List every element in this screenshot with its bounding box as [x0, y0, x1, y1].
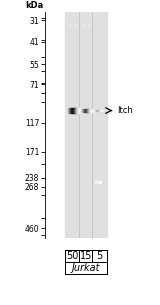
Text: 15: 15 — [80, 251, 92, 261]
Text: 50: 50 — [66, 251, 78, 261]
Text: 5: 5 — [96, 251, 103, 261]
Bar — [65, 12, 107, 238]
Text: Jurkat: Jurkat — [72, 263, 100, 273]
Text: kDa: kDa — [25, 1, 44, 10]
Text: Itch: Itch — [117, 106, 132, 115]
